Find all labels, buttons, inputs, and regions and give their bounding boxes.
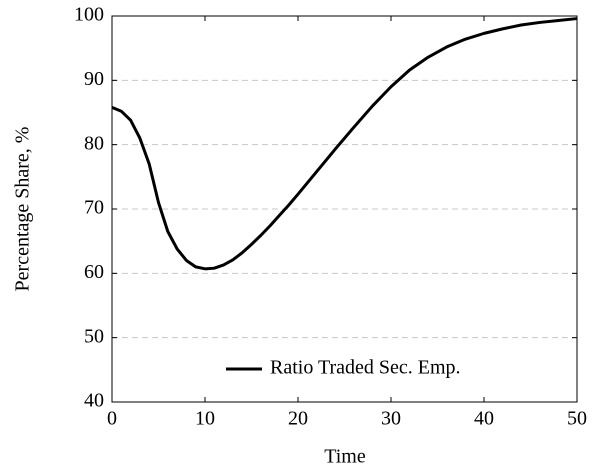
- y-axis-label: Percentage Share, %: [12, 127, 34, 292]
- y-tick-label: 80: [84, 132, 104, 154]
- x-tick-label: 50: [567, 408, 587, 430]
- x-tick-label: 0: [107, 408, 117, 430]
- x-tick-label: 10: [195, 408, 215, 430]
- legend-label: Ratio Traded Sec. Emp.: [270, 357, 461, 379]
- y-tick-label: 70: [84, 197, 104, 219]
- y-tick-label: 60: [84, 261, 104, 283]
- x-tick-label: 30: [381, 408, 401, 430]
- y-tick-label: 100: [74, 4, 104, 26]
- plot-frame: [111, 15, 578, 403]
- line: [111, 17, 578, 271]
- x-axis-label: Time: [324, 446, 366, 468]
- y-tick-label: 40: [84, 390, 104, 412]
- y-tick-label: 90: [84, 68, 104, 90]
- y-tick-label: 50: [84, 325, 104, 347]
- x-tick-label: 20: [288, 408, 308, 430]
- x-tick-label: 40: [474, 408, 494, 430]
